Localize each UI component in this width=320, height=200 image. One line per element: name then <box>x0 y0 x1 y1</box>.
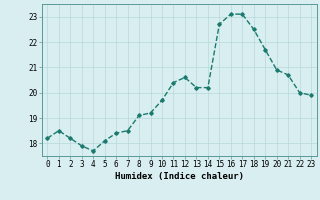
X-axis label: Humidex (Indice chaleur): Humidex (Indice chaleur) <box>115 172 244 181</box>
